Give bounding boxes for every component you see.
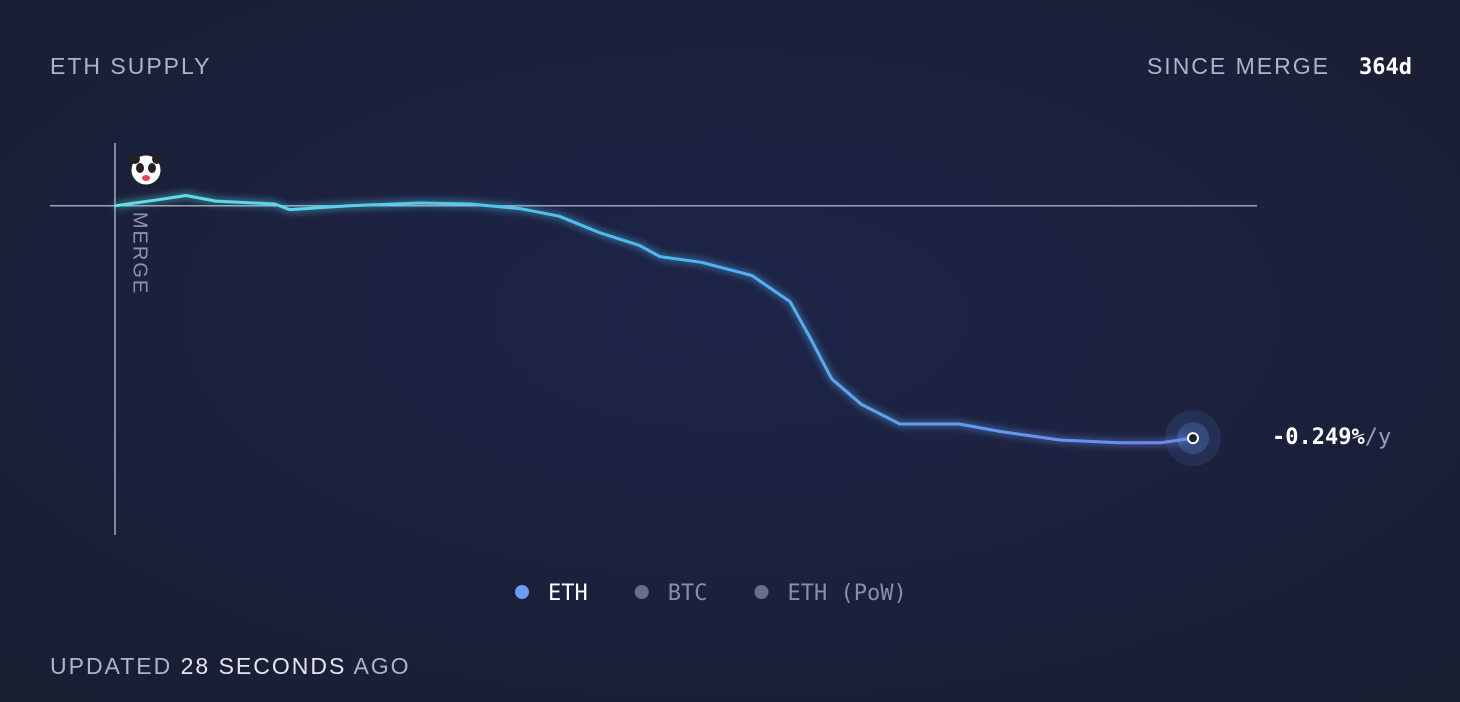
legend-dot xyxy=(515,585,529,599)
panda-ear xyxy=(130,154,140,164)
legend-label[interactable]: ETH (PoW) xyxy=(788,581,907,606)
updated-suffix: AGO xyxy=(353,653,410,679)
rate-value: -0.249% xyxy=(1272,425,1365,450)
series-line xyxy=(114,194,1194,445)
since-label: SINCE MERGE xyxy=(1147,53,1330,79)
rate-unit: /y xyxy=(1365,425,1392,450)
updated-prefix: UPDATED xyxy=(50,653,172,679)
updated-age: 28 SECONDS xyxy=(181,653,347,679)
since-value: 364d xyxy=(1359,55,1412,80)
plot: MERGE -0.249%/y ETH BTC ETH (PoW) xyxy=(50,143,1391,606)
chart-title: ETH SUPPLY xyxy=(50,53,211,79)
panda-ear xyxy=(152,154,162,164)
panda-mouth xyxy=(142,175,150,181)
end-point xyxy=(1187,432,1199,445)
legend-label[interactable]: BTC xyxy=(668,581,708,606)
legend-label[interactable]: ETH xyxy=(548,581,588,606)
merge-label: MERGE xyxy=(129,212,151,295)
panda-eye xyxy=(136,163,144,173)
legend-dot xyxy=(754,585,769,599)
updated-label: UPDATED 28 SECONDS AGO xyxy=(50,653,411,679)
panda-eye xyxy=(148,163,156,173)
legend-dot xyxy=(634,585,649,599)
panda-icon xyxy=(130,154,162,186)
rate-label: -0.249%/y xyxy=(1272,425,1391,450)
